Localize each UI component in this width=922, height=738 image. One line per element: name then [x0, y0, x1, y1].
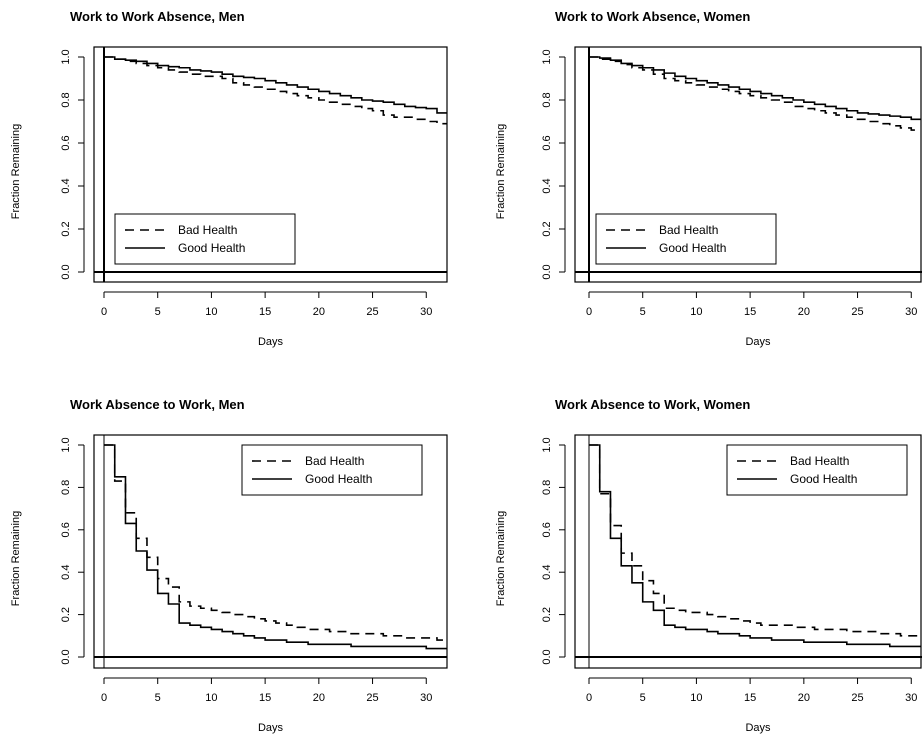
y-tick-label: 0.4 — [541, 178, 553, 193]
series-line-bad-health — [589, 444, 921, 637]
x-tick-label: 0 — [101, 692, 107, 704]
series-line-good-health — [104, 56, 447, 114]
legend-label: Good Health — [659, 241, 726, 255]
series-line-good-health — [589, 444, 921, 648]
x-axis-label: Days — [258, 336, 284, 348]
x-tick-label: 25 — [366, 306, 378, 318]
y-tick-label: 0.0 — [541, 264, 553, 279]
x-axis-label: Days — [745, 722, 771, 734]
legend: Bad Health Good Health — [595, 213, 777, 265]
x-tick-label: 20 — [798, 692, 810, 704]
plot-frame — [574, 434, 922, 669]
legend-label: Bad Health — [659, 223, 718, 237]
y-tick-label: 0.4 — [60, 178, 72, 193]
y-tick-label: 0.2 — [541, 607, 553, 622]
y-tick-label: 0.6 — [60, 135, 72, 150]
y-axis-label: Fraction Remaining — [10, 511, 22, 606]
x-tick-label: 20 — [313, 306, 325, 318]
y-tick-label: 0.6 — [60, 522, 72, 537]
x-tick-label: 10 — [690, 306, 702, 318]
y-tick-label: 0.6 — [541, 522, 553, 537]
x-tick-label: 0 — [586, 306, 592, 318]
chart-title: Work to Work Absence, Women — [555, 9, 750, 24]
x-tick-label: 20 — [313, 692, 325, 704]
legend-label: Bad Health — [790, 454, 849, 468]
y-axis-label: Fraction Remaining — [495, 511, 507, 606]
y-tick-label: 0.8 — [541, 92, 553, 107]
y-tick-label: 0.8 — [541, 480, 553, 495]
series-line-bad-health — [104, 56, 447, 125]
y-tick-label: 1.0 — [60, 437, 72, 452]
y-axis-label: Fraction Remaining — [495, 124, 507, 219]
x-tick-label: 5 — [155, 692, 161, 704]
y-axis-label: Fraction Remaining — [10, 124, 22, 219]
x-tick-label: 20 — [798, 306, 810, 318]
y-tick-label: 0.2 — [541, 221, 553, 236]
y-tick-label: 1.0 — [541, 437, 553, 452]
legend: Bad Health Good Health — [241, 444, 423, 496]
x-tick-label: 5 — [640, 306, 646, 318]
y-tick-label: 0.6 — [541, 135, 553, 150]
x-tick-label: 0 — [586, 692, 592, 704]
x-tick-label: 25 — [851, 692, 863, 704]
legend: Bad Health Good Health — [726, 444, 908, 496]
plot-frame — [93, 434, 448, 669]
y-tick-label: 0.2 — [60, 221, 72, 236]
x-tick-label: 10 — [690, 692, 702, 704]
x-tick-label: 25 — [366, 692, 378, 704]
x-axis-label: Days — [258, 722, 284, 734]
y-tick-label: 0.4 — [541, 565, 553, 580]
y-tick-label: 0.8 — [60, 480, 72, 495]
legend-label: Good Health — [305, 472, 372, 486]
y-tick-label: 0.0 — [60, 264, 72, 279]
y-tick-label: 1.0 — [541, 49, 553, 64]
legend-label: Bad Health — [178, 223, 237, 237]
x-tick-label: 5 — [155, 306, 161, 318]
y-tick-label: 0.8 — [60, 92, 72, 107]
x-tick-label: 30 — [420, 306, 432, 318]
y-tick-label: 0.2 — [60, 607, 72, 622]
chart-title: Work to Work Absence, Men — [70, 9, 245, 24]
x-tick-label: 15 — [259, 692, 271, 704]
plot-frame — [574, 46, 922, 283]
x-tick-label: 5 — [640, 692, 646, 704]
legend-box — [114, 213, 296, 265]
y-tick-label: 0.4 — [60, 565, 72, 580]
chart-title: Work Absence to Work, Women — [555, 397, 750, 412]
legend-box — [595, 213, 777, 265]
chart-panel-1: Work to Work Absence, Men 0 5 10 15 20 25 30 0.0… — [10, 9, 448, 348]
chart-panel-3: Work Absence to Work, Men 0 5 10 15 20 25 30 0.0… — [10, 397, 448, 734]
legend-box — [726, 444, 908, 496]
x-tick-label: 15 — [259, 306, 271, 318]
y-tick-label: 1.0 — [60, 49, 72, 64]
series-line-good-health — [589, 56, 921, 121]
series-line-bad-health — [589, 56, 921, 131]
x-tick-label: 15 — [744, 692, 756, 704]
x-tick-label: 30 — [420, 692, 432, 704]
legend: Bad Health Good Health — [114, 213, 296, 265]
chart-panel-2: Work to Work Absence, Women 0 5 10 15 20 25 30 0… — [495, 9, 922, 348]
legend-label: Good Health — [178, 241, 245, 255]
series-line-good-health — [104, 444, 447, 650]
x-tick-label: 25 — [851, 306, 863, 318]
x-tick-label: 30 — [905, 692, 917, 704]
chart-title: Work Absence to Work, Men — [70, 397, 245, 412]
x-tick-label: 15 — [744, 306, 756, 318]
chart-panel-4: Work Absence to Work, Women 0 5 10 15 20 25 30 0… — [495, 397, 922, 734]
x-tick-label: 0 — [101, 306, 107, 318]
legend-label: Good Health — [790, 472, 857, 486]
y-tick-label: 0.0 — [60, 649, 72, 664]
plot-frame — [93, 46, 448, 283]
y-tick-label: 0.0 — [541, 649, 553, 664]
series-line-bad-health — [104, 444, 447, 641]
x-tick-label: 30 — [905, 306, 917, 318]
x-tick-label: 10 — [205, 692, 217, 704]
legend-box — [241, 444, 423, 496]
x-tick-label: 10 — [205, 306, 217, 318]
legend-label: Bad Health — [305, 454, 364, 468]
x-axis-label: Days — [745, 336, 771, 348]
